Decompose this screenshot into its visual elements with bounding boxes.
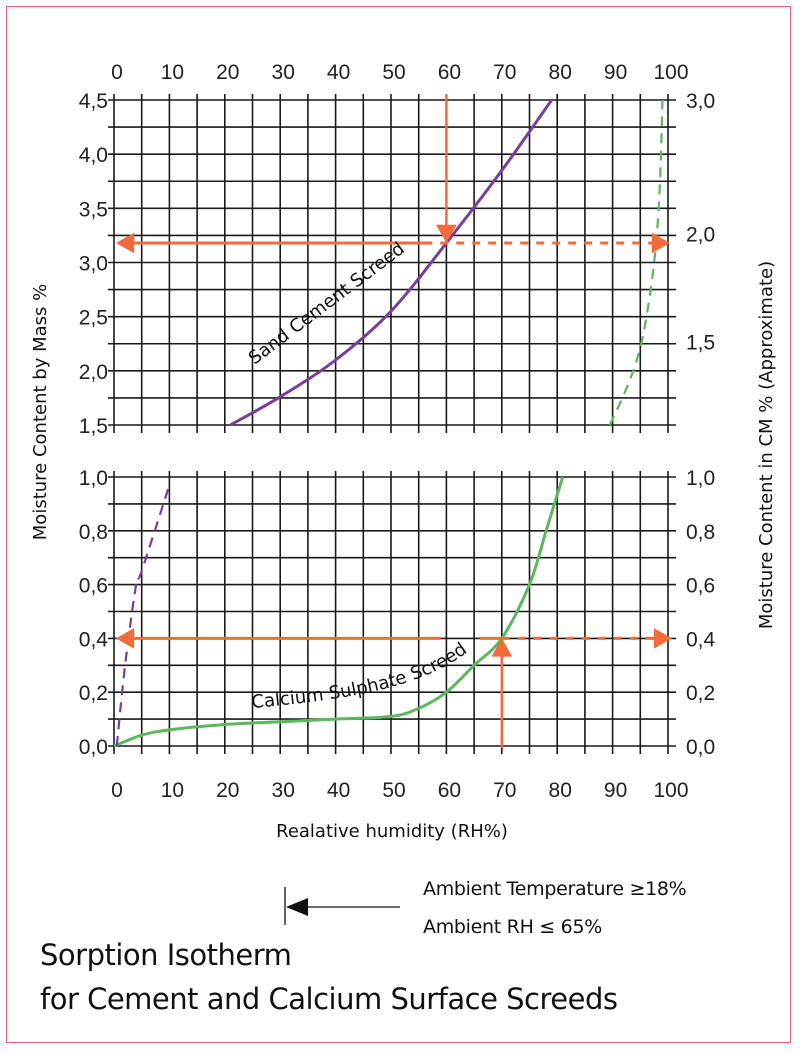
note-temperature: Ambient Temperature ≥18% <box>423 878 687 900</box>
y-tick-left-label: 0,4 <box>79 628 109 651</box>
series-label-calcium-sulphate: Calcium Sulphate Screed <box>251 639 471 713</box>
y-tick-left-label: 4,5 <box>79 90 108 113</box>
y-axis-left-label: Moisture Content by Mass % <box>30 284 51 540</box>
y-tick-right-label: 0,0 <box>686 736 715 759</box>
y-tick-right-label: 2,0 <box>686 223 715 246</box>
y-tick-left-label: 3,0 <box>79 253 108 276</box>
y-tick-right-label: 0,2 <box>686 682 715 705</box>
x-tick-bottom-label: 50 <box>382 779 405 802</box>
x-tick-top-label: 10 <box>161 61 184 84</box>
x-tick-top-label: 100 <box>653 61 688 84</box>
x-tick-bottom-label: 70 <box>493 779 516 802</box>
series-line-calcium-sulphate-screed <box>113 476 565 748</box>
y-tick-left-label: 4,0 <box>79 144 108 167</box>
x-tick-bottom-label: 90 <box>604 779 627 802</box>
y-tick-left-label: 1,0 <box>79 467 108 490</box>
x-tick-bottom-label: 80 <box>549 779 572 802</box>
x-tick-top-label: 60 <box>438 61 461 84</box>
chart-subtitle: for Cement and Calcium Surface Screeds <box>40 982 618 1016</box>
arrow-right-icon <box>653 628 672 649</box>
y-tick-left-label: 3,5 <box>79 198 108 221</box>
arrow-left-icon <box>116 628 135 649</box>
y-tick-right-label: 0,6 <box>686 575 715 598</box>
arrow-right-icon <box>651 232 670 254</box>
x-tick-top-label: 30 <box>272 61 295 84</box>
y-tick-right-label: 1,5 <box>686 332 715 355</box>
y-tick-right-label: 3,0 <box>686 90 715 113</box>
y-tick-left-label: 2,5 <box>79 307 108 330</box>
arrow-left-icon <box>116 232 135 254</box>
x-tick-top-label: 0 <box>111 61 123 84</box>
x-tick-top-label: 40 <box>327 61 350 84</box>
y-tick-left-label: 0,2 <box>79 682 108 705</box>
x-tick-top-label: 90 <box>604 61 627 84</box>
x-tick-bottom-label: 0 <box>111 779 123 802</box>
x-tick-bottom-label: 10 <box>161 779 184 802</box>
series-label-sand-cement: Sand Cement Screed <box>245 238 409 369</box>
arrow-down-icon <box>436 224 457 243</box>
y-tick-right-label: 0,8 <box>686 521 715 544</box>
series-line-dashed <box>115 484 171 747</box>
x-tick-top-label: 20 <box>216 61 239 84</box>
series-line-dashed <box>608 99 664 426</box>
page-border <box>6 6 791 1043</box>
x-tick-top-label: 50 <box>382 61 405 84</box>
x-tick-bottom-label: 100 <box>653 779 688 802</box>
x-tick-bottom-label: 30 <box>272 779 295 802</box>
arrow-up-icon <box>491 638 513 657</box>
arrow-left-icon <box>286 898 308 916</box>
y-tick-left-label: 0,6 <box>79 575 108 598</box>
y-tick-left-label: 2,0 <box>79 361 108 384</box>
x-axis-label: Realative humidity (RH%) <box>276 821 508 842</box>
y-tick-left-label: 0,0 <box>79 736 108 759</box>
x-tick-bottom-label: 60 <box>438 779 461 802</box>
x-tick-top-label: 70 <box>493 61 516 84</box>
ambient-arrow <box>284 887 400 925</box>
y-tick-left-label: 1,5 <box>79 415 108 438</box>
chart-title: Sorption Isotherm <box>40 938 292 972</box>
y-tick-right-label: 1,0 <box>686 467 715 490</box>
x-tick-bottom-label: 20 <box>216 779 239 802</box>
x-tick-bottom-label: 40 <box>327 779 350 802</box>
y-tick-left-label: 0,8 <box>79 521 108 544</box>
x-tick-top-label: 80 <box>549 61 572 84</box>
note-rh: Ambient RH ≤ 65% <box>423 916 602 938</box>
y-axis-right-label: Moisture Content in CM % (Approximate) <box>756 261 777 629</box>
series-line-sand-cement-screed <box>229 99 553 427</box>
y-tick-right-label: 0,4 <box>686 628 716 651</box>
